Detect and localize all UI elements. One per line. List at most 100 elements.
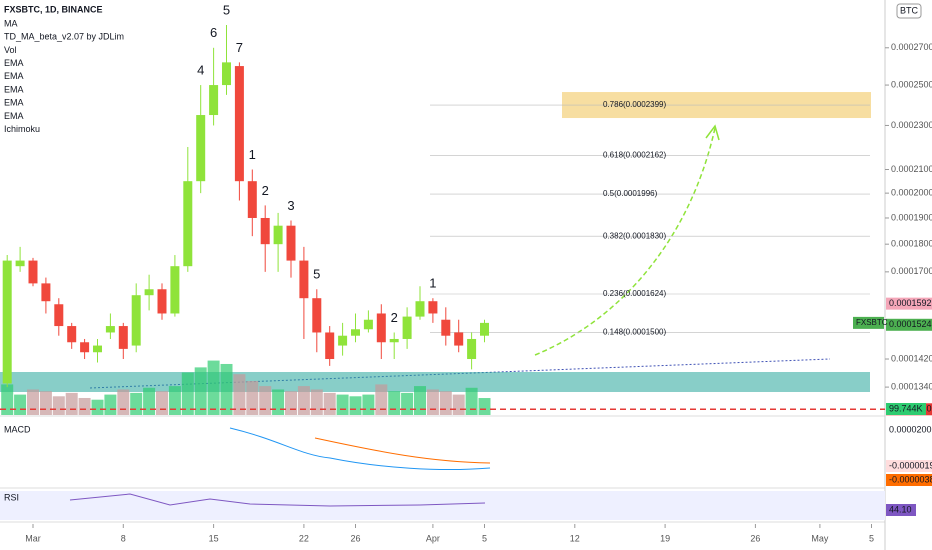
y-tick-label: 0.0002700 [891,42,932,52]
indicator-name: EMA [4,111,24,121]
fib-label: 0.786(0.0002399) [603,100,667,109]
candle-body [15,260,25,267]
candle-body [415,301,425,317]
candle-body [428,301,438,314]
rsi-band [0,491,885,520]
rsi-tag [886,504,916,516]
volume-bar [310,389,323,415]
candle-body [273,225,283,245]
candle-body [131,295,141,346]
candle-body [2,260,12,384]
fib-label: 0.618(0.0002162) [603,151,667,160]
candle-body [118,326,128,349]
rsi-line [69,493,486,507]
volume-bar [27,389,39,415]
volume-bar [465,387,478,415]
arrow-head [705,124,720,141]
fib-label: 0.382(0.0001830) [603,231,667,240]
x-tick-label: 26 [350,533,360,543]
x-tick-label: 5 [869,533,874,543]
volume-bar [1,384,14,415]
volume-bar [272,389,285,415]
macd-tick-label: -0.0000038 [889,474,932,484]
candle-body [338,335,348,346]
projection-arrow [534,127,716,356]
volume-bar [14,394,27,415]
volume-bar [452,394,465,415]
volume-bar [439,391,452,415]
volume-bar [117,389,130,415]
candle-body [480,322,489,336]
x-tick-label: Mar [25,533,41,543]
indicator-name: Vol [4,45,17,55]
y-tick-label: 0.0002300 [891,120,932,130]
fib-label: 0.5(0.0001996) [603,189,658,198]
td-count: 1 [249,147,256,162]
td-count: 6 [210,25,217,40]
fib-label: 0.236(0.0001624) [603,289,667,298]
x-tick-label: 15 [209,533,219,543]
volume-bar [143,387,156,415]
volume-bar [285,391,297,415]
volume-tag-label: 99.744K [889,403,923,413]
currency-badge [896,3,922,19]
volume-bar [207,360,220,415]
candle-body [222,62,231,86]
x-tick-label: 26 [750,533,760,543]
candle-body [183,181,193,267]
rsi-label: RSI [4,492,19,502]
indicator-name: EMA [4,71,24,81]
indicator-name: EMA [4,98,24,108]
symbol-tag-label: FXSBTC [856,318,888,327]
candle-body [402,316,412,339]
y-tick-label: 0.0001800 [891,239,932,249]
x-tick-label: May [811,533,829,543]
candle-body [454,332,464,346]
candle-body [260,217,270,245]
volume-bar [478,398,491,415]
candle-body [93,345,102,353]
macd-line [229,427,491,471]
candle-body [351,329,360,336]
x-tick-label: Apr [426,533,440,543]
signal-line [314,437,491,464]
td-count: 4 [197,63,204,78]
indicator-name: EMA [4,58,24,68]
candle-body [157,289,167,314]
volume-bar [323,392,336,415]
indicator-name: MA [4,18,18,28]
x-tick-label: 22 [299,533,309,543]
macd-tag [886,474,932,486]
td-count: 2 [391,310,398,325]
cloud-band [0,372,870,392]
volume-bar [426,389,439,415]
y-tick-label: 0.0001700 [891,266,932,276]
candle-body [196,115,206,182]
y-tick-label: 0.0001340 [891,381,932,391]
volume-bar [52,396,65,415]
volume-bar [401,392,414,415]
volume-bar [362,394,375,415]
candle-body [312,298,322,333]
x-tick-label: 12 [570,533,580,543]
volume-bar [349,396,362,415]
y-tick-label: 0.0002100 [891,164,932,174]
indicator-name: Ichimoku [4,124,40,134]
td-count: 1 [429,276,436,291]
volume-bar [375,384,388,415]
price-tag-label: 0.0001592 [889,298,932,308]
volume-bar [259,386,272,415]
symbol-tag [853,316,884,329]
y-tick-label: 0.0002500 [891,79,932,89]
candle-body [299,260,309,299]
candle-body [41,283,51,302]
candle-body [28,260,38,284]
candle-body [170,266,180,314]
candle-body [247,181,257,218]
volume-bar [246,380,259,415]
volume-bar [233,374,246,415]
volume-bar [220,363,233,415]
candle-body [67,326,77,343]
